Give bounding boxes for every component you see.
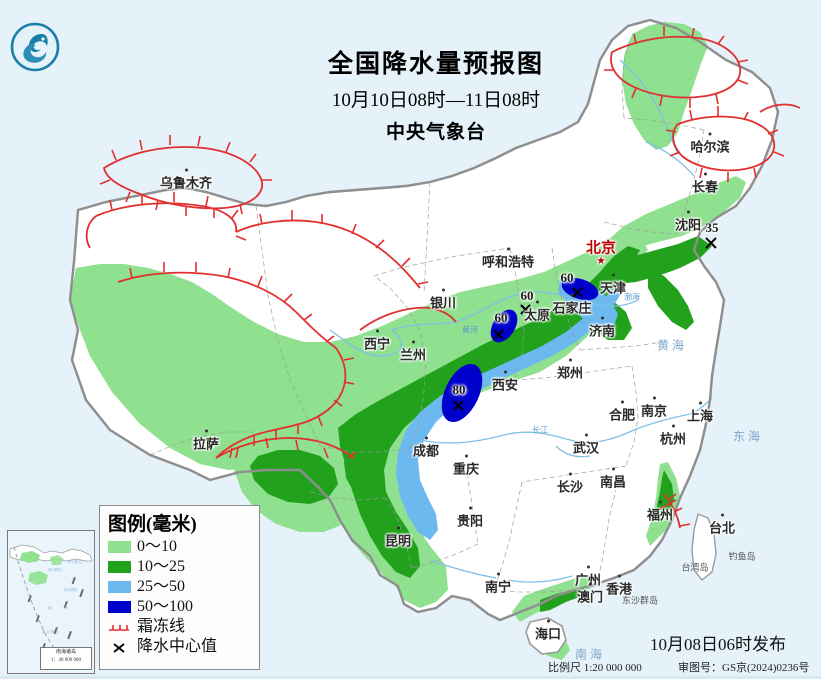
legend-band-label: 0～10 <box>137 538 178 555</box>
legend-band-row: 50～100 <box>100 597 259 617</box>
legend-band-label: 10～25 <box>137 558 186 575</box>
inset-scale-box: 南海诸岛 1：40 000 000 <box>40 647 92 670</box>
river-network <box>329 59 713 583</box>
legend-color-swatch <box>108 561 131 573</box>
legend-color-swatch <box>108 601 131 613</box>
legend-symbol-label: 霜冻线 <box>137 618 186 635</box>
svg-text:南 沙 群 岛: 南 沙 群 岛 <box>42 629 59 634</box>
precip-band-50-100 <box>441 277 599 422</box>
hainan-island <box>525 617 567 655</box>
legend-band-row: 25～50 <box>100 577 259 597</box>
legend-symbol-row: 降水中心值 <box>100 637 259 657</box>
legend-band-label: 50～100 <box>137 598 194 615</box>
legend-band-row: 10～25 <box>100 557 259 577</box>
legend-color-swatch <box>108 541 131 553</box>
legend-band-label: 25～50 <box>137 578 186 595</box>
precip-center-markers <box>453 237 717 411</box>
legend-band-row: 0～10 <box>100 537 259 557</box>
svg-text:海: 海 <box>64 605 68 610</box>
province-borders <box>149 37 705 593</box>
legend-title: 图例(毫米) <box>108 514 197 535</box>
legend-box: 图例(毫米) 0～10 10～25 25～50 50～100 霜冻线降水中心值 <box>99 505 260 670</box>
inset-title: 南海诸岛 <box>55 650 76 655</box>
map-scale: 比例尺 1:20 000 000 <box>548 662 642 674</box>
svg-text:南: 南 <box>48 605 52 610</box>
publish-time: 10月08日06时发布 <box>650 635 786 654</box>
national-border <box>68 18 780 622</box>
legend-rows: 0～10 10～25 25～50 50～100 霜冻线降水中心值 <box>100 537 259 657</box>
approval-number: 审图号：GS京(2024)0236号 <box>678 662 810 674</box>
inset-scale: 1：40 000 000 <box>50 658 81 663</box>
svg-text:中沙群岛: 中沙群岛 <box>64 587 78 592</box>
south-china-sea-inset: 西沙群岛 中沙群岛 东沙群岛 南 沙 群 岛 南 海 南海诸岛 1：40 000… <box>7 530 95 674</box>
svg-text:东沙群岛: 东沙群岛 <box>68 559 82 564</box>
frost-line-icon <box>108 621 131 633</box>
cma-dragon-logo <box>8 20 62 74</box>
frost-line <box>85 35 801 529</box>
svg-text:西沙群岛: 西沙群岛 <box>48 567 62 572</box>
legend-color-swatch <box>108 581 131 593</box>
legend-symbol-label: 降水中心值 <box>137 638 218 655</box>
taiwan-island <box>691 513 717 581</box>
frost-line-barbs <box>99 26 785 527</box>
precip-center-icon <box>108 641 131 653</box>
legend-symbol-row: 霜冻线 <box>100 617 259 637</box>
